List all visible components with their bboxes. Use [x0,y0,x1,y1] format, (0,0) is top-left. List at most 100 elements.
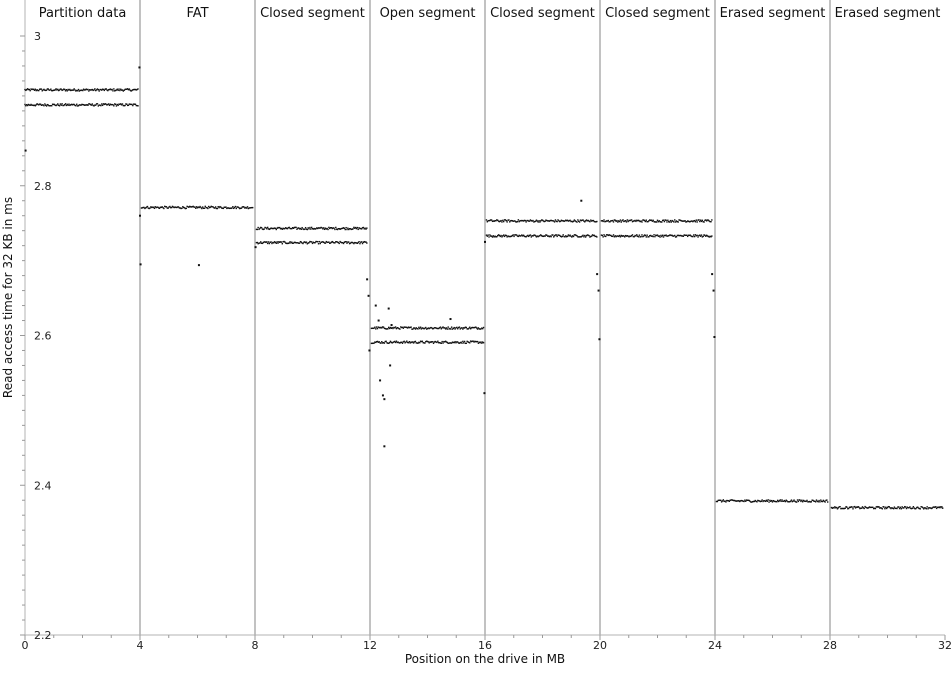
data-point [396,341,399,344]
data-point [938,506,940,509]
data-point [439,342,442,344]
data-point [563,235,565,238]
data-point [604,235,606,237]
data-point [318,240,321,243]
data-point [701,219,704,222]
data-point [887,505,890,508]
data-point [500,219,502,222]
data-point [612,221,615,223]
data-point [666,221,668,223]
data-point [617,235,620,238]
data-point [898,507,901,510]
data-point [693,220,695,222]
data-point [531,220,533,222]
data-point [775,500,777,503]
data-point [430,341,432,344]
data-point [579,236,582,238]
data-point [298,227,300,229]
data-point [745,499,748,501]
data-point [38,89,40,92]
data-point [421,327,424,329]
data-point [108,88,111,91]
data-point [69,88,71,91]
data-point [611,235,613,238]
data-point [845,505,847,508]
data-point [338,227,340,230]
data-point [176,206,178,209]
data-point [413,327,415,329]
data-point [406,341,409,344]
data-point [517,219,520,221]
data-point [780,500,782,503]
data-point [33,89,36,91]
data-point [51,103,54,105]
data-point [268,228,271,231]
data-point [791,500,794,503]
data-point [372,327,374,330]
data-point [356,242,359,245]
data-point [78,90,81,92]
data-point [748,499,750,502]
data-point [812,499,814,502]
data-point [87,88,89,91]
data-point [203,207,206,209]
data-point [743,500,745,503]
data-point [402,327,405,329]
data-point [512,220,514,222]
data-point [162,206,164,209]
data-point [381,341,383,343]
data-point [575,220,577,223]
data-point [834,506,836,508]
data-point [279,226,281,229]
data-point [479,328,481,330]
data-point [639,236,641,238]
data-point [256,228,258,231]
data-point [125,88,127,90]
data-point [559,234,561,237]
data-point [577,236,579,238]
data-point [383,342,386,344]
data-point [800,500,802,503]
data-point [869,506,871,509]
data-point [490,219,493,221]
data-point [354,227,356,229]
data-point [472,340,474,342]
data-point [64,103,67,105]
data-point [607,219,610,222]
data-point [278,227,280,229]
data-point [867,507,870,509]
data-point [578,236,581,238]
data-point [527,219,529,222]
data-point [539,221,541,223]
outlier-point [449,318,452,321]
data-point [430,326,432,329]
data-point [126,88,129,90]
data-point [311,228,314,230]
data-point [523,219,526,222]
data-point [610,234,612,237]
data-point [761,499,763,501]
data-point [521,219,523,222]
data-point [689,220,691,223]
data-point [741,500,744,502]
data-point [168,206,170,208]
data-point [35,89,37,92]
data-point [413,327,416,329]
data-point [128,103,131,105]
data-point [889,507,891,509]
data-point [865,506,867,509]
data-point [846,506,848,508]
data-point [854,507,857,509]
data-point [842,507,845,510]
data-point [565,235,567,237]
data-point [272,242,275,244]
data-point [196,207,199,209]
data-point [48,105,50,107]
data-point [700,220,703,223]
data-point [352,242,354,244]
data-point [520,235,522,237]
data-point [150,206,152,208]
data-point [185,207,187,210]
data-point [673,235,675,237]
data-point [942,507,944,509]
